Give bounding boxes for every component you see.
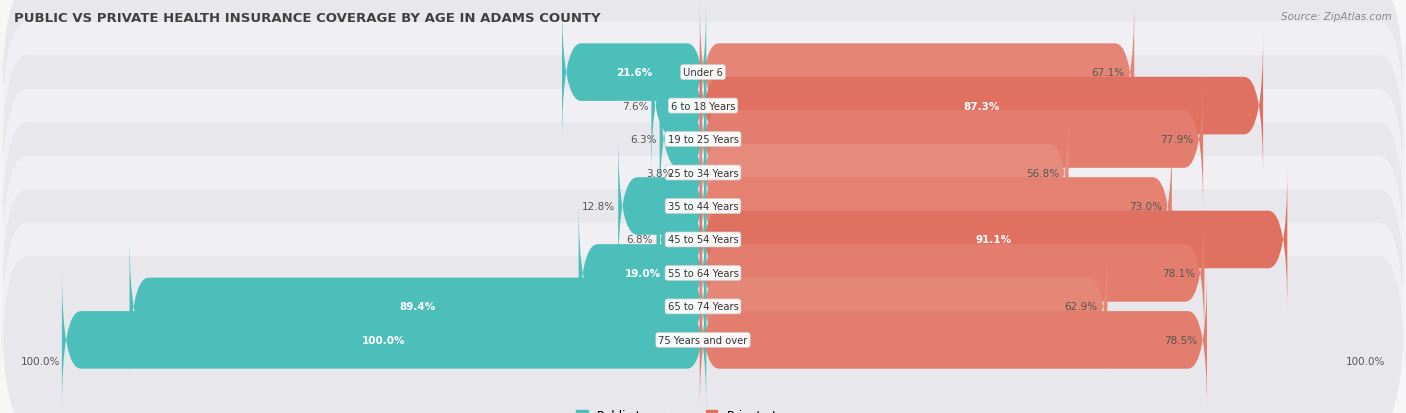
Text: 75 Years and over: 75 Years and over — [658, 335, 748, 345]
Text: 91.1%: 91.1% — [976, 235, 1012, 245]
FancyBboxPatch shape — [1, 223, 1405, 390]
Text: Under 6: Under 6 — [683, 68, 723, 78]
Text: 7.6%: 7.6% — [621, 101, 648, 112]
Text: 45 to 54 Years: 45 to 54 Years — [668, 235, 738, 245]
FancyBboxPatch shape — [700, 102, 1069, 244]
FancyBboxPatch shape — [700, 135, 1171, 278]
FancyBboxPatch shape — [1, 256, 1405, 413]
Text: 6 to 18 Years: 6 to 18 Years — [671, 101, 735, 112]
FancyBboxPatch shape — [1, 190, 1405, 357]
Text: 73.0%: 73.0% — [1129, 202, 1163, 211]
Text: PUBLIC VS PRIVATE HEALTH INSURANCE COVERAGE BY AGE IN ADAMS COUNTY: PUBLIC VS PRIVATE HEALTH INSURANCE COVER… — [14, 12, 600, 25]
Text: 100.0%: 100.0% — [363, 335, 406, 345]
FancyBboxPatch shape — [1, 123, 1405, 290]
FancyBboxPatch shape — [700, 68, 1204, 211]
FancyBboxPatch shape — [700, 235, 1108, 378]
Text: 77.9%: 77.9% — [1160, 135, 1194, 145]
FancyBboxPatch shape — [675, 102, 706, 244]
Text: 65 to 74 Years: 65 to 74 Years — [668, 301, 738, 312]
Text: 100.0%: 100.0% — [21, 356, 60, 366]
Text: 21.6%: 21.6% — [616, 68, 652, 78]
Text: Source: ZipAtlas.com: Source: ZipAtlas.com — [1281, 12, 1392, 22]
Text: 3.8%: 3.8% — [645, 168, 672, 178]
FancyBboxPatch shape — [700, 169, 1288, 311]
FancyBboxPatch shape — [562, 2, 706, 145]
FancyBboxPatch shape — [1, 90, 1405, 256]
FancyBboxPatch shape — [62, 268, 706, 411]
FancyBboxPatch shape — [651, 35, 706, 178]
FancyBboxPatch shape — [700, 35, 1263, 178]
Text: 78.1%: 78.1% — [1161, 268, 1195, 278]
Legend: Public Insurance, Private Insurance: Public Insurance, Private Insurance — [571, 404, 835, 413]
Text: 19 to 25 Years: 19 to 25 Years — [668, 135, 738, 145]
FancyBboxPatch shape — [1, 23, 1405, 190]
Text: 100.0%: 100.0% — [1346, 356, 1385, 366]
Text: 55 to 64 Years: 55 to 64 Years — [668, 268, 738, 278]
FancyBboxPatch shape — [657, 169, 706, 311]
Text: 12.8%: 12.8% — [582, 202, 614, 211]
FancyBboxPatch shape — [619, 135, 706, 278]
FancyBboxPatch shape — [1, 0, 1405, 157]
FancyBboxPatch shape — [1, 157, 1405, 323]
Text: 78.5%: 78.5% — [1164, 335, 1198, 345]
Text: 25 to 34 Years: 25 to 34 Years — [668, 168, 738, 178]
FancyBboxPatch shape — [659, 68, 706, 211]
Text: 62.9%: 62.9% — [1064, 301, 1098, 312]
Text: 56.8%: 56.8% — [1026, 168, 1059, 178]
FancyBboxPatch shape — [1, 56, 1405, 223]
Text: 19.0%: 19.0% — [624, 268, 661, 278]
Text: 67.1%: 67.1% — [1091, 68, 1125, 78]
Text: 87.3%: 87.3% — [963, 101, 1000, 112]
FancyBboxPatch shape — [579, 202, 706, 345]
FancyBboxPatch shape — [129, 235, 706, 378]
FancyBboxPatch shape — [700, 2, 1135, 145]
Text: 6.3%: 6.3% — [630, 135, 657, 145]
Text: 89.4%: 89.4% — [399, 301, 436, 312]
Text: 6.8%: 6.8% — [627, 235, 654, 245]
FancyBboxPatch shape — [700, 268, 1206, 411]
FancyBboxPatch shape — [700, 202, 1205, 345]
Text: 35 to 44 Years: 35 to 44 Years — [668, 202, 738, 211]
